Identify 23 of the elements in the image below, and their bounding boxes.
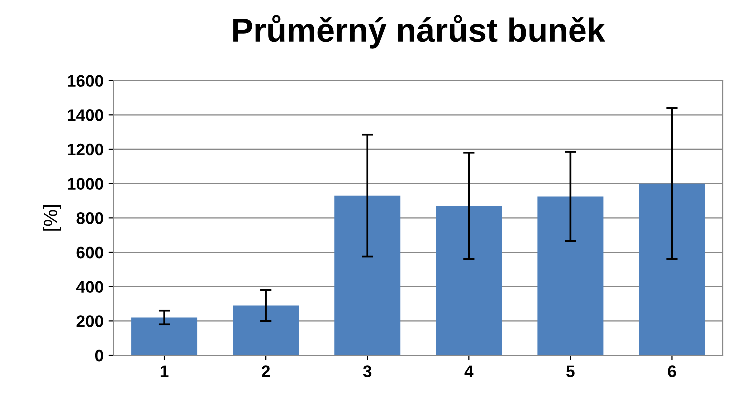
y-tick-label: 800 [76, 212, 104, 224]
bar [334, 196, 401, 356]
bar [538, 196, 604, 356]
x-tick-label: 5 [566, 366, 575, 378]
y-tick-label: 1400 [68, 110, 104, 122]
bar [639, 184, 706, 356]
bar [436, 206, 502, 356]
y-tick-label: 1000 [68, 178, 104, 190]
x-tick-label: 4 [464, 366, 474, 378]
y-axis-title: [%] [43, 206, 62, 231]
y-tick-label: 0 [95, 350, 104, 362]
x-tick-label: 1 [160, 366, 169, 378]
bar [233, 306, 300, 356]
bar [132, 318, 198, 356]
y-tick-label: 1600 [68, 75, 104, 88]
x-tick-label: 2 [262, 366, 270, 378]
y-tick-label: 600 [76, 246, 104, 259]
y-tick-label: 200 [76, 316, 104, 328]
x-tick-label: 3 [363, 366, 372, 378]
y-tick-label: 1200 [68, 144, 104, 156]
x-tick-label: 6 [668, 366, 676, 378]
y-tick-label: 400 [76, 281, 104, 294]
chart-title: Průměrný nárůst buněk [234, 15, 606, 49]
